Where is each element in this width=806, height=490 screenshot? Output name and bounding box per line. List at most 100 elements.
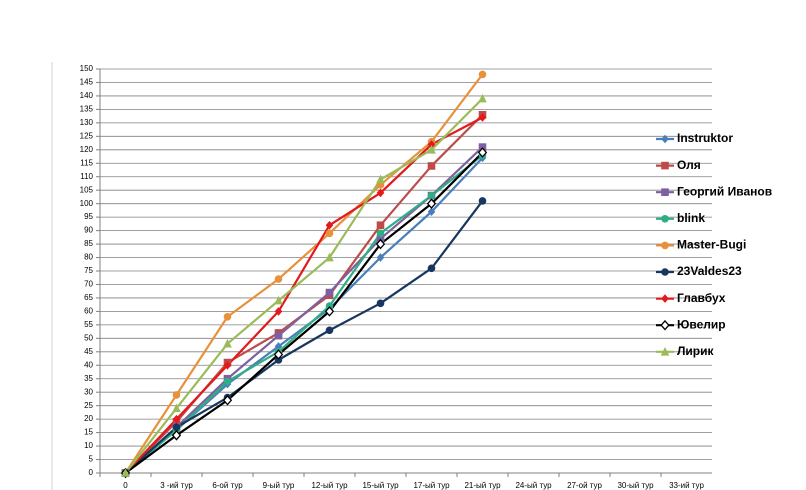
marker: [478, 70, 487, 79]
marker: [427, 140, 436, 149]
marker: [375, 238, 386, 250]
y-tick-label: 110: [80, 172, 93, 181]
legend-label: Георгий Иванов: [677, 184, 772, 198]
y-tick-label: 60: [84, 307, 93, 316]
y-tick-label: 45: [84, 347, 93, 356]
marker: [223, 377, 232, 386]
marker: [478, 113, 487, 122]
marker: [274, 331, 283, 340]
y-tick-label: 0: [89, 468, 94, 477]
legend-item: Master-Bugi: [656, 238, 746, 252]
legend-item: Оля: [656, 158, 701, 172]
legend-label: Главбух: [677, 291, 726, 305]
marker: [660, 319, 670, 331]
marker: [376, 221, 385, 230]
y-tick-label: 65: [84, 293, 93, 302]
x-tick-label: 17-ый тур: [413, 481, 450, 490]
marker: [661, 215, 669, 223]
y-tick-label: 30: [84, 387, 93, 396]
y-tick-label: 140: [80, 91, 94, 100]
y-tick-label: 35: [84, 374, 93, 383]
marker: [427, 162, 436, 170]
marker: [427, 145, 436, 154]
marker: [477, 147, 488, 158]
y-tick-label: 85: [84, 239, 93, 248]
y-tick-label: 105: [80, 185, 94, 194]
y-tick-label: 90: [84, 226, 93, 235]
marker: [223, 338, 232, 348]
legend-item: blink: [656, 211, 705, 225]
x-tick-label: 21-ый тур: [464, 481, 501, 490]
marker: [222, 394, 233, 406]
marker: [661, 241, 669, 250]
y-tick-label: 40: [84, 360, 93, 369]
marker: [427, 207, 436, 217]
y-tick-label: 15: [84, 428, 93, 437]
marker: [274, 275, 283, 283]
y-tick-label: 80: [84, 253, 93, 262]
x-tick-label: 27-ой тур: [567, 481, 602, 490]
y-tick-label: 50: [84, 333, 93, 342]
marker: [223, 360, 232, 370]
marker: [427, 264, 436, 273]
x-tick-label: 9-ый тур: [263, 481, 295, 490]
x-tick-label: 3 -ий тур: [160, 481, 193, 490]
x-tick-label: 0: [123, 481, 128, 490]
legend-item: Ювелир: [656, 317, 726, 331]
marker: [172, 414, 181, 424]
y-tick-label: 75: [84, 266, 93, 275]
marker: [478, 197, 487, 205]
y-tick-label: 125: [80, 131, 94, 140]
marker: [325, 220, 334, 230]
series-line: [124, 116, 484, 474]
y-tick-label: 120: [80, 145, 94, 154]
y-tick-label: 150: [80, 64, 94, 73]
x-tick-label: 15-ый тур: [362, 481, 399, 490]
marker: [376, 253, 385, 262]
y-tick-label: 115: [80, 158, 93, 167]
series-line: [124, 151, 484, 474]
marker: [325, 288, 334, 297]
marker: [172, 403, 181, 413]
legend-item: Лирик: [656, 344, 715, 358]
legend-label: Ювелир: [677, 317, 726, 331]
legend-item: Instruktor: [656, 131, 733, 145]
marker: [325, 252, 334, 262]
marker: [376, 229, 385, 238]
marker: [274, 356, 283, 364]
y-tick-label: 130: [80, 118, 94, 127]
marker: [324, 306, 335, 317]
legend-label: blink: [677, 211, 705, 225]
legend-item: 23Valdes23: [656, 264, 742, 278]
marker: [171, 430, 182, 441]
marker: [478, 93, 487, 103]
marker: [376, 188, 385, 198]
marker: [427, 191, 436, 200]
y-tick-label: 145: [80, 78, 94, 87]
marker: [274, 342, 283, 351]
x-tick-label: 33-ий тур: [669, 481, 704, 490]
y-tick-label: 100: [80, 199, 94, 208]
x-tick-label: 12-ый тур: [311, 481, 348, 490]
y-tick-label: 10: [84, 441, 93, 450]
marker: [274, 307, 283, 316]
x-tick-label: 6-ой тур: [212, 481, 243, 490]
marker: [478, 143, 487, 151]
marker: [274, 295, 283, 305]
marker: [325, 229, 334, 238]
marker: [426, 198, 437, 209]
marker: [376, 174, 385, 184]
series-line: [124, 200, 484, 474]
marker: [223, 312, 232, 321]
y-tick-label: 135: [80, 105, 94, 114]
marker: [273, 349, 284, 360]
y-tick-label: 20: [84, 414, 93, 423]
marker: [376, 234, 385, 243]
y-tick-label: 5: [89, 455, 94, 464]
y-tick-label: 25: [84, 401, 93, 410]
legend-label: 23Valdes23: [677, 264, 742, 278]
marker: [661, 294, 669, 303]
legend-item: Георгий Иванов: [656, 184, 772, 198]
marker: [172, 391, 181, 399]
